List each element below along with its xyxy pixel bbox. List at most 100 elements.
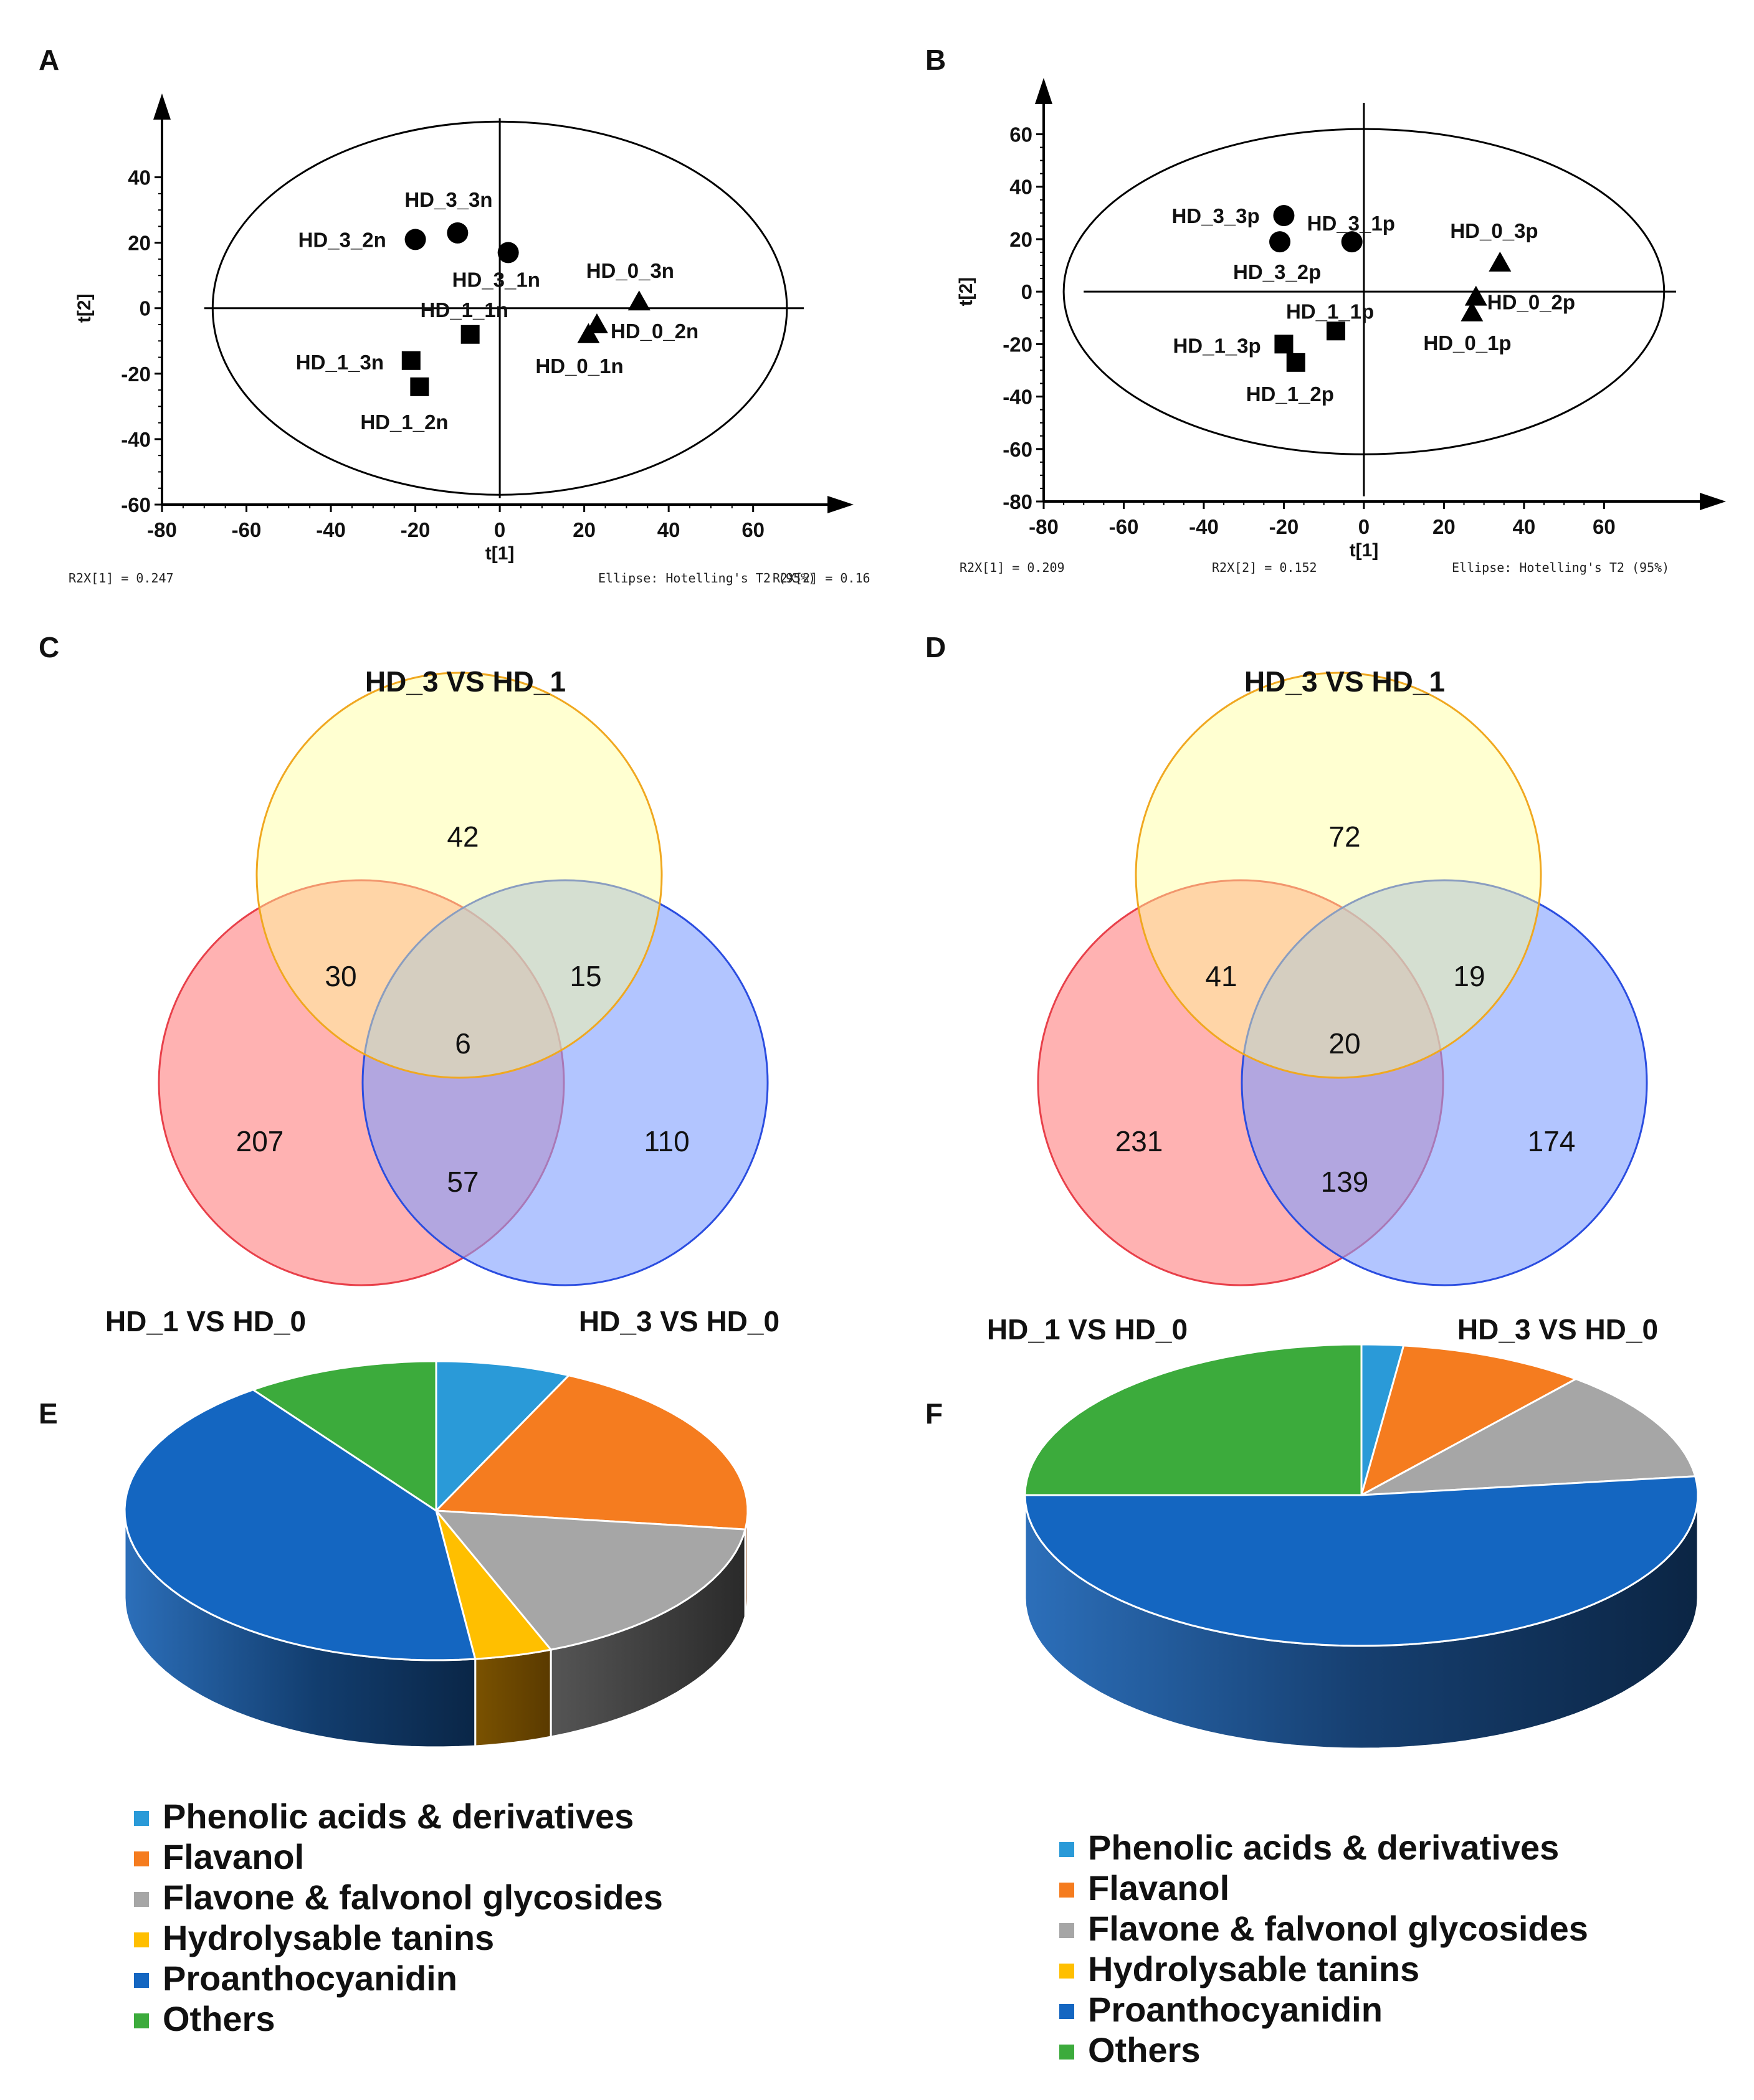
y-tick-label: 0 bbox=[140, 297, 151, 320]
y-tick-label: -20 bbox=[1003, 333, 1032, 356]
legend-swatch bbox=[1059, 1964, 1074, 1979]
venn-circle-top bbox=[1135, 672, 1542, 1079]
legend-swatch bbox=[134, 1932, 149, 1947]
pie-slice-flavanol bbox=[435, 1374, 749, 1531]
sample-point-circle bbox=[1273, 205, 1295, 227]
pie-slice-proanthocyanidin bbox=[1024, 1475, 1699, 1647]
venn-circle-right bbox=[1241, 879, 1648, 1286]
footer-r2x1: R2X[1] = 0.247 bbox=[69, 571, 174, 586]
sample-point-circle bbox=[404, 229, 426, 250]
legend-swatch bbox=[134, 1973, 149, 1988]
sample-point-square bbox=[1326, 321, 1345, 341]
legend-label: Others bbox=[1088, 2030, 1201, 2069]
legend-label: Others bbox=[163, 1999, 275, 2038]
venn-diagram-c: HD_3 VS HD_1 HD_1 VS HD_0 HD_3 VS HD_0 42 20… bbox=[105, 665, 779, 1337]
legend-label: Proanthocyanidin bbox=[1088, 1990, 1383, 2029]
y-axis-title: t[2] bbox=[74, 293, 95, 323]
pie-side-hydrolysable-tanins bbox=[474, 1648, 552, 1747]
venn-set-title-right: HD_3 VS HD_0 bbox=[1457, 1313, 1658, 1346]
venn-diagram-d: HD_3 VS HD_1 HD_1 VS HD_0 HD_3 VS HD_0 72 23… bbox=[987, 665, 1658, 1346]
x-tick-label: -80 bbox=[1029, 515, 1059, 538]
venn-circle-top bbox=[255, 672, 663, 1079]
sample-point-circle bbox=[447, 222, 469, 244]
venn-count-top-right: 19 bbox=[1453, 960, 1485, 992]
venn-count-only-top: 72 bbox=[1328, 820, 1360, 853]
legend-label: Flavanol bbox=[163, 1837, 304, 1876]
venn-count-only-left: 231 bbox=[1115, 1125, 1163, 1157]
venn-circle-right bbox=[361, 879, 769, 1286]
y-tick-label: 40 bbox=[1009, 176, 1032, 199]
venn-count-only-right: 174 bbox=[1528, 1125, 1576, 1157]
panel-label-c: C bbox=[39, 631, 59, 663]
pie-slice-proanthocyanidin bbox=[123, 1389, 477, 1661]
pie-chart-e bbox=[123, 1360, 749, 1749]
x-tick-label: -40 bbox=[316, 518, 346, 541]
y-tick-label: -40 bbox=[1003, 386, 1032, 409]
x-tick-label: 40 bbox=[657, 518, 680, 541]
y-tick-label: -80 bbox=[1003, 490, 1032, 513]
venn-count-left-right: 57 bbox=[447, 1166, 479, 1198]
venn-count-all: 6 bbox=[455, 1027, 471, 1060]
y-tick-label: 20 bbox=[128, 232, 151, 255]
sample-point-square bbox=[1274, 335, 1294, 354]
sample-point-label: HD_1_1p bbox=[1286, 300, 1374, 323]
pie-slice-phenolic-acids-derivatives bbox=[435, 1360, 570, 1512]
x-tick-label: -60 bbox=[232, 518, 262, 541]
sample-point-label: HD_0_2p bbox=[1487, 291, 1575, 314]
sample-point-label: HD_1_2p bbox=[1246, 382, 1334, 406]
venn-set-title-left: HD_1 VS HD_0 bbox=[987, 1313, 1188, 1346]
venn-count-left-right: 139 bbox=[1321, 1166, 1369, 1198]
pie-slice-others bbox=[1024, 1343, 1363, 1496]
y-tick-label: -60 bbox=[121, 493, 151, 516]
hotelling-ellipse bbox=[211, 120, 788, 496]
y-tick-label: 60 bbox=[1009, 123, 1032, 146]
x-tick-label: 20 bbox=[1432, 515, 1456, 538]
x-tick-label: 0 bbox=[494, 518, 505, 541]
sample-point-label: HD_3_3n bbox=[404, 188, 492, 211]
panel-label-d: D bbox=[925, 631, 946, 663]
pie-slice-others bbox=[252, 1360, 437, 1512]
y-axis-arrow bbox=[1035, 78, 1052, 104]
sample-point-square bbox=[460, 325, 480, 344]
x-tick-label: 60 bbox=[741, 518, 765, 541]
x-tick-label: -80 bbox=[147, 518, 177, 541]
panel-label-e: E bbox=[39, 1397, 58, 1430]
sample-point-square bbox=[401, 351, 421, 370]
legend-label: Phenolic acids & derivatives bbox=[1088, 1828, 1559, 1867]
sample-point-triangle bbox=[1464, 285, 1487, 306]
y-tick-label: -40 bbox=[121, 428, 151, 451]
legend-swatch bbox=[1059, 1923, 1074, 1938]
pie-slice-flavone-falvonol-glycosides bbox=[435, 1509, 746, 1651]
sample-point-label: HD_3_2n bbox=[298, 228, 386, 251]
venn-count-all: 20 bbox=[1328, 1027, 1360, 1060]
sample-point-label: HD_0_1p bbox=[1423, 331, 1511, 354]
y-tick-label: 40 bbox=[128, 166, 151, 189]
x-tick-label: 20 bbox=[573, 518, 596, 541]
sample-point-circle bbox=[1269, 231, 1291, 253]
x-axis-arrow bbox=[827, 496, 854, 513]
x-tick-label: -20 bbox=[1269, 515, 1299, 538]
venn-count-only-left: 207 bbox=[236, 1125, 284, 1157]
venn-set-title-top: HD_3 VS HD_1 bbox=[1244, 665, 1445, 698]
footer-r2x2: R2X[2] = 0.152 bbox=[1212, 560, 1317, 575]
sample-point-label: HD_0_3p bbox=[1450, 219, 1538, 242]
x-axis-title: t[1] bbox=[1350, 540, 1379, 561]
sample-point-label: HD_0_3n bbox=[586, 259, 674, 282]
y-tick-label: 0 bbox=[1021, 280, 1032, 303]
venn-set-title-top: HD_3 VS HD_1 bbox=[365, 665, 566, 698]
score-plot-a: -80 -60 -40 -20 0 20 40 60-60-40-2002040t[1]t[2… bbox=[69, 93, 870, 586]
venn-count-only-right: 110 bbox=[644, 1125, 689, 1157]
panel-label-f: F bbox=[925, 1397, 943, 1430]
pie-chart-f bbox=[1024, 1343, 1699, 1750]
legend-swatch bbox=[134, 1811, 149, 1826]
sample-point-triangle bbox=[1461, 301, 1484, 321]
venn-count-only-top: 42 bbox=[447, 820, 479, 853]
x-tick-label: -20 bbox=[401, 518, 431, 541]
panel-label-b: B bbox=[925, 44, 946, 76]
sample-point-triangle bbox=[1489, 251, 1512, 272]
legend-f: Phenolic acids & derivativesFlavanolFlav… bbox=[1059, 1828, 1588, 2069]
sample-point-label: HD_1_3n bbox=[296, 351, 384, 374]
legend-swatch bbox=[1059, 2004, 1074, 2019]
legend-swatch bbox=[1059, 1883, 1074, 1898]
sample-point-label: HD_3_2p bbox=[1233, 260, 1321, 283]
